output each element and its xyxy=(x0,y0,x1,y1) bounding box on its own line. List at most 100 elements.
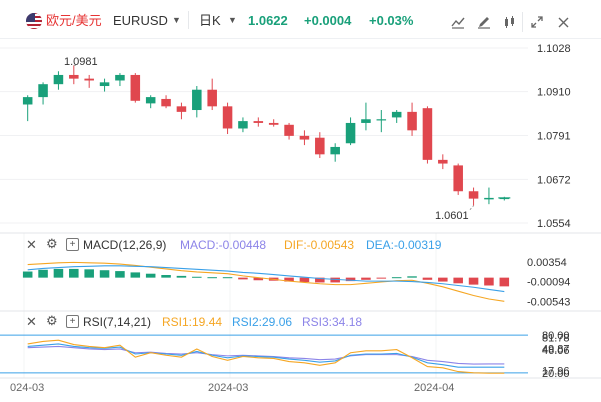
rsi-series xyxy=(0,334,528,374)
candle-body xyxy=(192,89,202,111)
macd-histogram-bar xyxy=(69,268,79,278)
macd-axis-label: -0.00094 xyxy=(527,277,570,289)
time-axis-label: 024-03 xyxy=(10,382,44,394)
price-axis-label: 1.0672 xyxy=(537,174,571,186)
low-leader xyxy=(469,205,474,210)
candle-body xyxy=(99,82,110,87)
macd-histogram-bar xyxy=(453,277,463,284)
price-axis-label: 1.0791 xyxy=(537,131,571,143)
macd-histogram-bar xyxy=(253,277,264,281)
rsi-axis-label: 49.87 xyxy=(542,344,570,356)
macd-histogram-bar xyxy=(484,277,494,286)
timeframe-select[interactable]: 日K xyxy=(199,13,221,28)
candle-body xyxy=(145,97,156,104)
candle-body xyxy=(176,106,187,112)
candle-body xyxy=(268,122,279,125)
pair-name[interactable]: 欧元/美元 xyxy=(46,13,102,28)
macd-histogram-bar xyxy=(176,275,187,278)
rsi2-value: RSI2:29.06 xyxy=(232,315,293,329)
candle-body xyxy=(345,122,356,144)
macd-axis-label: 0.00354 xyxy=(527,257,567,269)
line-chart-icon[interactable] xyxy=(448,12,468,32)
rsi1-value: RSI1:19.44 xyxy=(162,315,223,329)
price-change: +0.0004 xyxy=(304,13,352,28)
dea-value: DEA:-0.00319 xyxy=(366,238,442,252)
rsi2-line xyxy=(27,343,505,368)
expand-icon[interactable] xyxy=(527,12,547,32)
compare-icon[interactable] xyxy=(500,12,520,32)
rsi-settings-icon[interactable]: ⚙ xyxy=(46,313,58,328)
candle-body xyxy=(161,98,171,107)
macd-histogram-bar xyxy=(376,277,387,279)
draw-icon[interactable] xyxy=(474,12,494,32)
macd-histogram-bar xyxy=(222,277,233,279)
candle-body xyxy=(407,111,417,131)
macd-histogram-bar xyxy=(407,276,417,278)
candle-body xyxy=(391,111,402,118)
low-price-annotation: 1.0601 xyxy=(435,210,469,222)
timeframe-dropdown-icon[interactable]: ▼ xyxy=(228,15,237,25)
macd-histogram-bar xyxy=(53,268,64,278)
high-price-annotation: 1.0981 xyxy=(64,56,98,68)
header-divider-2 xyxy=(522,12,523,32)
candle-body xyxy=(69,74,79,79)
current-price: 1.0622 xyxy=(248,13,288,28)
rsi-indicator-name[interactable]: RSI(7,14,21) xyxy=(83,315,152,329)
candle-body xyxy=(438,159,448,164)
rsi1-line xyxy=(27,339,505,374)
macd-histogram-bar xyxy=(192,276,202,278)
rsi3-line xyxy=(27,345,505,365)
macd-histogram-bar xyxy=(299,277,310,282)
candle-body xyxy=(115,74,125,81)
candle-body xyxy=(422,108,433,160)
price-axis-label: 1.0554 xyxy=(537,218,571,230)
candle-body xyxy=(453,165,463,192)
us-flag-icon xyxy=(26,13,42,29)
time-axis-label: 2024-03 xyxy=(208,382,248,394)
candle-body xyxy=(361,119,371,123)
rsi-axis-label: 46.06 xyxy=(542,345,570,357)
macd-histogram-bar xyxy=(284,277,294,282)
candle-body xyxy=(330,146,340,155)
macd-settings-icon[interactable]: ⚙ xyxy=(46,236,58,251)
candlestick-series xyxy=(22,65,511,206)
symbol-label[interactable]: EURUSD xyxy=(113,13,168,28)
rsi-expand-icon[interactable]: + xyxy=(66,315,79,328)
dea-line xyxy=(27,265,505,293)
macd-histogram-bar xyxy=(499,277,510,287)
rsi-axis-label: 81.78 xyxy=(542,332,570,344)
macd-histogram-bar xyxy=(145,273,156,278)
macd-close-icon[interactable]: ✕ xyxy=(26,237,37,252)
macd-histogram-bar xyxy=(207,277,217,279)
candle-body xyxy=(130,74,141,101)
macd-histogram-bar xyxy=(115,271,125,278)
macd-expand-icon[interactable]: + xyxy=(66,238,79,251)
candle-body xyxy=(284,124,294,136)
candle-body xyxy=(38,84,48,98)
candle-body xyxy=(238,121,248,129)
candle-body xyxy=(315,137,325,155)
macd-histogram-bar xyxy=(22,271,33,278)
macd-histogram-bar xyxy=(391,277,402,279)
dif-value: DIF:-0.00543 xyxy=(284,238,355,252)
rsi-close-icon[interactable]: ✕ xyxy=(26,314,37,329)
macd-histogram-bar xyxy=(38,269,48,278)
macd-axis-label: -0.00543 xyxy=(527,296,570,308)
symbol-dropdown-icon[interactable]: ▼ xyxy=(172,15,181,25)
candle-body xyxy=(468,191,479,199)
macd-histogram-bar xyxy=(315,277,325,283)
time-axis-label: 2024-04 xyxy=(414,382,454,394)
macd-histogram-bar xyxy=(345,277,356,282)
candle-body xyxy=(222,106,233,129)
macd-histogram-bar xyxy=(438,277,448,282)
macd-histogram-bar xyxy=(238,277,248,280)
macd-histogram-bar xyxy=(84,269,94,278)
candle-body xyxy=(207,89,217,107)
candle-body xyxy=(53,74,64,85)
header-divider xyxy=(188,11,189,29)
macd-histogram-bar xyxy=(130,272,141,278)
macd-indicator-name[interactable]: MACD(12,26,9) xyxy=(83,238,167,252)
close-icon[interactable] xyxy=(553,12,573,32)
candle-body xyxy=(22,97,33,105)
